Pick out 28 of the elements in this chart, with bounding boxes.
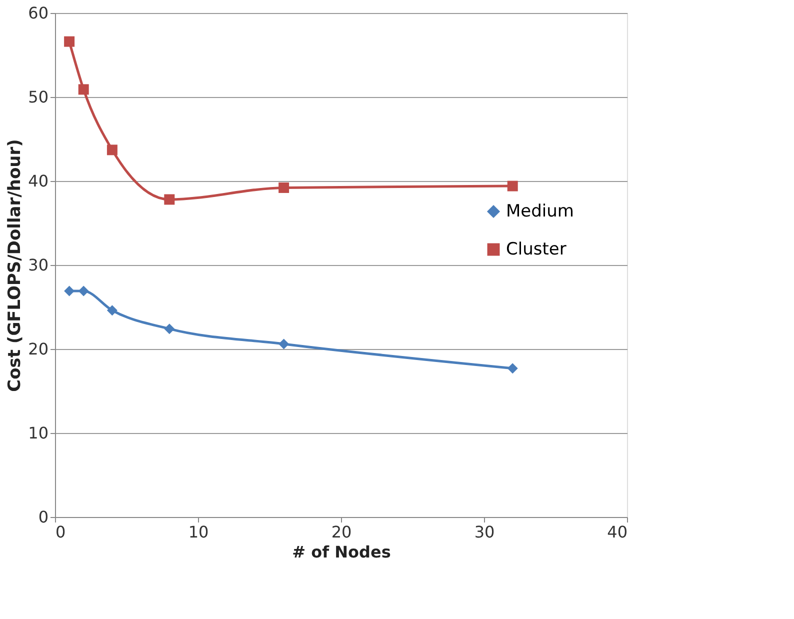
x-tick-label: 30 bbox=[474, 522, 495, 542]
point bbox=[278, 338, 290, 350]
legend-label: Cluster bbox=[506, 240, 566, 260]
y-tick-label: 30 bbox=[28, 256, 48, 274]
y-tick-label: 40 bbox=[28, 172, 48, 190]
y-axis-title: Cost (GFLOPS/Dollar/hour) bbox=[5, 139, 26, 392]
x-axis-title: # of Nodes bbox=[292, 542, 391, 562]
point bbox=[164, 194, 175, 205]
x-tick-label: 10 bbox=[188, 522, 209, 542]
y-tick-label: 60 bbox=[28, 4, 48, 22]
point bbox=[64, 36, 75, 47]
point bbox=[64, 286, 75, 296]
point bbox=[78, 286, 89, 296]
point bbox=[164, 324, 175, 334]
point bbox=[78, 84, 89, 95]
point bbox=[507, 363, 518, 374]
x-tick-label: 40 bbox=[607, 522, 628, 542]
point bbox=[278, 182, 290, 193]
y-tick-label: 20 bbox=[28, 340, 48, 358]
y-tick-label: 10 bbox=[28, 424, 48, 442]
point bbox=[507, 180, 518, 192]
y-tick-label: 50 bbox=[28, 88, 48, 106]
x-tick-label: 0 bbox=[56, 522, 66, 542]
point bbox=[106, 144, 118, 156]
x-tick-label: 20 bbox=[331, 522, 352, 542]
legend-label: Medium bbox=[506, 202, 574, 222]
y-tick-label: 0 bbox=[38, 508, 48, 526]
point bbox=[106, 305, 118, 316]
